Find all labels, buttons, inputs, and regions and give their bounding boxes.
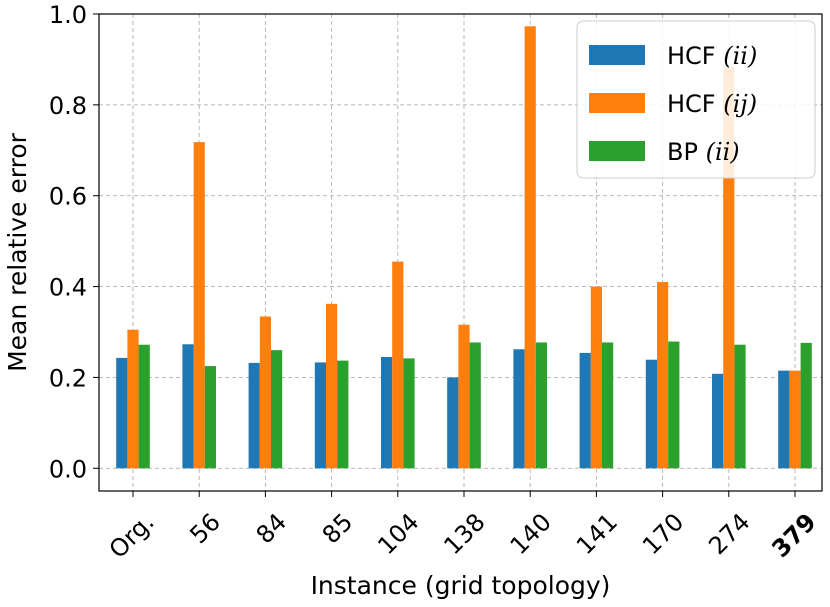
bar xyxy=(458,324,470,469)
bar xyxy=(138,344,150,469)
x-tick-label: 138 xyxy=(438,508,490,560)
legend-series-name: BP xyxy=(667,138,698,166)
bar xyxy=(723,67,735,469)
y-tick-label: 0.6 xyxy=(49,183,87,211)
y-tick-label: 0.8 xyxy=(49,92,87,120)
bar xyxy=(116,357,128,469)
bar xyxy=(469,342,481,469)
x-tick-label: 85 xyxy=(317,508,358,549)
bar xyxy=(513,349,525,469)
legend-swatch xyxy=(589,45,645,65)
bars xyxy=(116,26,812,469)
legend-swatch xyxy=(589,93,645,113)
bar xyxy=(271,350,283,469)
bar xyxy=(337,360,349,469)
x-axis-title: Instance (grid topology) xyxy=(311,571,611,600)
legend-series-name: HCF xyxy=(667,90,716,118)
y-tick-label: 0.2 xyxy=(49,364,87,392)
bar xyxy=(127,329,139,469)
y-tick-label: 1.0 xyxy=(49,1,87,29)
bar xyxy=(403,358,415,469)
x-tick-label: Org. xyxy=(104,508,160,564)
legend: HCF (ii)HCF (ij)BP (ii) xyxy=(576,20,816,179)
y-tick-label: 0.0 xyxy=(49,455,87,483)
bar xyxy=(204,366,216,469)
x-axis-ticks: Org. 56 84 85 104 138 140 141 170 274 379 xyxy=(104,491,822,564)
bar xyxy=(657,282,669,469)
bar xyxy=(248,362,260,469)
bar xyxy=(314,362,326,469)
bar xyxy=(535,342,547,469)
x-tick-label: 170 xyxy=(637,508,689,560)
legend-entry: BP (ii) xyxy=(667,138,740,166)
x-tick-label: 140 xyxy=(505,508,557,560)
x-tick-label: 84 xyxy=(251,508,292,549)
bar xyxy=(645,359,657,469)
y-axis-ticks: 0.0 0.2 0.4 0.6 0.8 1.0 xyxy=(49,1,99,483)
y-tick-label: 0.4 xyxy=(49,274,87,302)
bar xyxy=(590,286,602,469)
x-tick-label: 379 xyxy=(766,508,821,563)
y-axis-title: Mean relative error xyxy=(3,132,32,372)
x-tick-label: 56 xyxy=(184,508,225,549)
bar xyxy=(381,356,393,469)
x-tick-label: 274 xyxy=(703,508,755,560)
legend-entry: HCF (ii) xyxy=(667,42,757,70)
legend-swatch xyxy=(589,141,645,161)
legend-entry: HCF (ij) xyxy=(667,90,757,118)
x-tick-label: 141 xyxy=(571,508,623,560)
bar xyxy=(447,377,459,469)
bar xyxy=(712,373,724,469)
legend-series-name: HCF xyxy=(667,42,716,70)
legend-series-index: (ij) xyxy=(723,90,757,118)
bar xyxy=(193,142,205,469)
bar xyxy=(524,26,536,469)
bar xyxy=(734,344,746,469)
bar xyxy=(778,370,790,469)
bar xyxy=(259,316,271,469)
plot-frame xyxy=(98,13,823,492)
bar xyxy=(326,303,338,469)
bar xyxy=(579,352,591,469)
bar xyxy=(668,341,680,469)
bar xyxy=(800,342,812,469)
bar xyxy=(602,342,614,469)
legend-series-index: (ii) xyxy=(706,138,740,166)
x-tick-label: 104 xyxy=(372,508,424,560)
bar xyxy=(392,261,404,469)
legend-series-index: (ii) xyxy=(723,42,757,70)
bar xyxy=(182,344,194,469)
bar xyxy=(789,370,801,469)
